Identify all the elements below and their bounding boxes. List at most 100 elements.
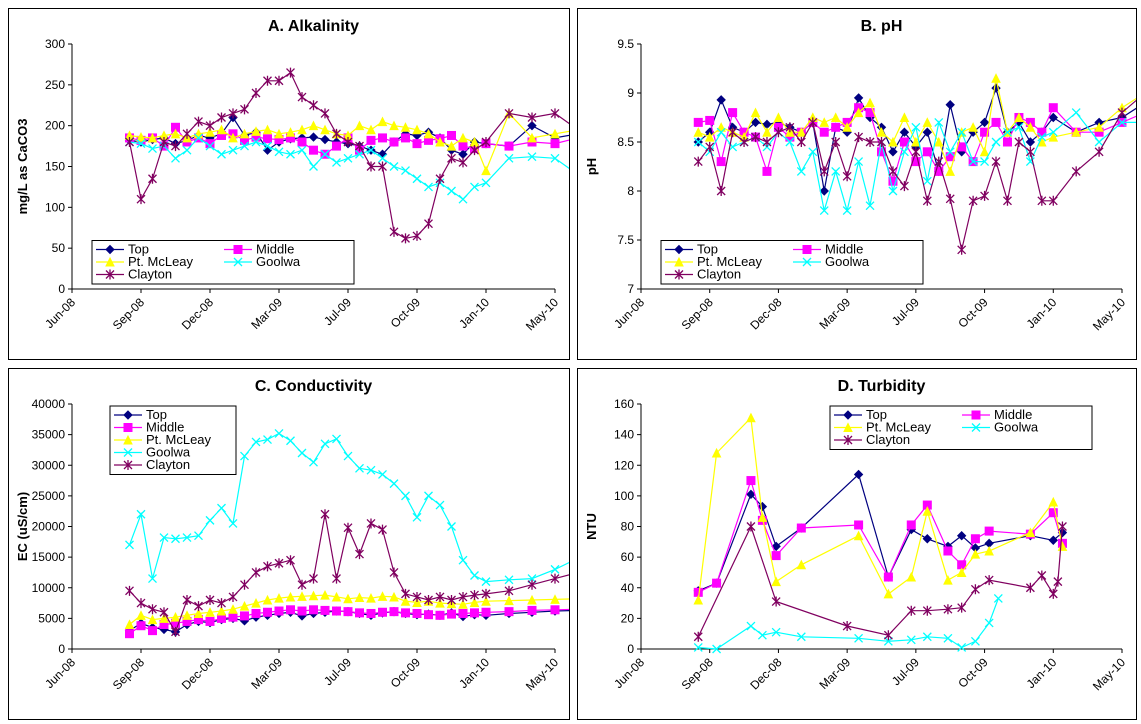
chart-svg-ph: B. pH pH 7 7.5 8 8.5 9 9.5 Jun-08 Sep-08 Dec-08 Mar… xyxy=(584,18,1136,333)
data-point-goolwa xyxy=(716,127,726,137)
data-point-middle xyxy=(205,616,215,626)
data-point-clayton xyxy=(984,575,994,586)
data-point-pt-mcleay xyxy=(366,593,376,603)
data-point-clayton xyxy=(447,595,456,605)
data-point-goolwa xyxy=(458,194,468,204)
data-point-clayton xyxy=(194,601,203,612)
data-point-clayton xyxy=(274,75,284,86)
data-point-clayton xyxy=(343,522,353,533)
data-point-clayton xyxy=(1117,107,1127,118)
data-point-middle xyxy=(458,608,468,618)
data-point-middle xyxy=(470,608,479,618)
legend-swatch-marker xyxy=(105,269,115,280)
data-point-goolwa xyxy=(171,534,180,544)
data-point-top xyxy=(819,186,829,196)
data-point-goolwa xyxy=(297,448,307,458)
data-point-clayton xyxy=(182,128,192,139)
data-point-goolwa xyxy=(240,141,249,151)
legend-item-clayton: Clayton xyxy=(665,267,741,282)
legend-item-top: Top xyxy=(834,407,887,422)
data-point-pt-mcleay xyxy=(423,128,434,139)
legend-swatch-marker xyxy=(674,256,684,267)
data-point-goolwa xyxy=(412,174,422,184)
legend-label: Top xyxy=(866,407,887,422)
legend-label: Goolwa xyxy=(256,254,301,269)
x-tick-label: Sep-08 xyxy=(679,295,716,332)
data-point-goolwa xyxy=(757,630,767,640)
data-point-goolwa xyxy=(970,636,980,646)
chart-svg-turbidity: D. Turbidity NTU 0 20 40 60 80 100 120 140 160 Jun-… xyxy=(584,378,1128,693)
data-point-goolwa xyxy=(746,621,756,631)
data-point-clayton xyxy=(332,573,341,584)
y-axis-label: mg/L as CaCO3 xyxy=(15,119,30,215)
data-point-clayton xyxy=(401,588,410,599)
data-point-goolwa xyxy=(957,127,967,137)
y-tick-label: 60 xyxy=(621,550,635,564)
y-tick-label: 120 xyxy=(614,458,634,472)
x-tick-label: Jul-09 xyxy=(321,655,354,688)
data-point-clayton xyxy=(746,521,756,532)
data-point-clayton xyxy=(751,132,760,143)
data-point-goolwa xyxy=(481,178,491,188)
y-tick-label: 5000 xyxy=(38,611,65,625)
y-axis-label: EC (uS/cm) xyxy=(15,492,30,561)
data-point-middle xyxy=(297,137,307,147)
legend-item-pt-mcleay: Pt. McLeay xyxy=(96,254,194,269)
data-point-middle xyxy=(481,607,491,617)
data-point-pt-mcleay xyxy=(377,591,388,601)
legend-item-goolwa: Goolwa xyxy=(114,445,191,460)
data-point-middle xyxy=(263,607,272,617)
x-tick-label: Jan-10 xyxy=(1024,655,1060,691)
x-tick-label: Mar-09 xyxy=(248,295,285,332)
data-point-pt-mcleay xyxy=(984,545,994,556)
x-tick-label: May-10 xyxy=(1090,295,1128,333)
series-line-goolwa xyxy=(698,598,999,650)
data-point-middle xyxy=(550,605,560,615)
legend-label: Clayton xyxy=(146,457,190,472)
data-point-goolwa xyxy=(504,575,514,585)
data-point-clayton xyxy=(297,92,307,103)
data-point-clayton xyxy=(205,595,215,605)
data-point-clayton xyxy=(320,509,330,520)
legend-item-middle: Middle xyxy=(224,242,294,257)
data-point-clayton xyxy=(159,607,169,618)
data-point-clayton xyxy=(240,579,249,590)
data-point-clayton xyxy=(378,524,387,535)
data-point-pt-mcleay xyxy=(170,128,181,139)
data-point-goolwa xyxy=(205,141,215,151)
chart-panel-alkalinity: A. Alkalinity mg/L as CaCO3 0 50 100 150 200 25… xyxy=(8,8,570,360)
data-point-clayton xyxy=(171,626,180,637)
data-point-pt-mcleay xyxy=(773,112,784,122)
data-point-middle xyxy=(240,611,249,621)
data-point-pt-mcleay xyxy=(308,120,319,131)
chart-panel-turbidity: D. Turbidity NTU 0 20 40 60 80 100 120 140 160 Jun-… xyxy=(577,368,1137,720)
legend-swatch-marker xyxy=(123,434,133,445)
chart-svg-conductivity: C. Conductivity EC (uS/cm) 0 5000 10000 15000… xyxy=(15,378,569,693)
data-point-pt-mcleay xyxy=(481,165,491,176)
data-point-clayton xyxy=(286,555,295,566)
data-point-pt-mcleay xyxy=(888,136,898,147)
legend-swatch-marker xyxy=(843,435,853,445)
data-point-goolwa xyxy=(899,147,909,157)
data-point-clayton xyxy=(1053,576,1063,587)
data-point-goolwa xyxy=(911,122,921,132)
data-point-pt-mcleay xyxy=(285,127,296,137)
data-point-goolwa xyxy=(205,515,215,525)
data-point-middle xyxy=(378,607,387,617)
data-point-pt-mcleay xyxy=(343,593,353,604)
data-point-goolwa xyxy=(378,153,387,163)
data-point-pt-mcleay xyxy=(193,608,204,618)
data-point-pt-mcleay xyxy=(435,597,445,608)
legend-label: Middle xyxy=(825,242,863,257)
data-point-clayton xyxy=(240,104,249,115)
data-point-goolwa xyxy=(693,643,703,652)
y-tick-label: 20000 xyxy=(32,520,66,534)
chart-title: A. Alkalinity xyxy=(268,18,359,35)
data-point-goolwa xyxy=(957,643,967,652)
data-point-goolwa xyxy=(424,182,433,192)
data-point-goolwa xyxy=(796,632,806,642)
x-tick-label: Dec-08 xyxy=(179,655,216,692)
data-point-goolwa xyxy=(274,147,284,157)
legend-label: Pt. McLeay xyxy=(697,254,763,269)
data-point-clayton xyxy=(911,146,921,157)
